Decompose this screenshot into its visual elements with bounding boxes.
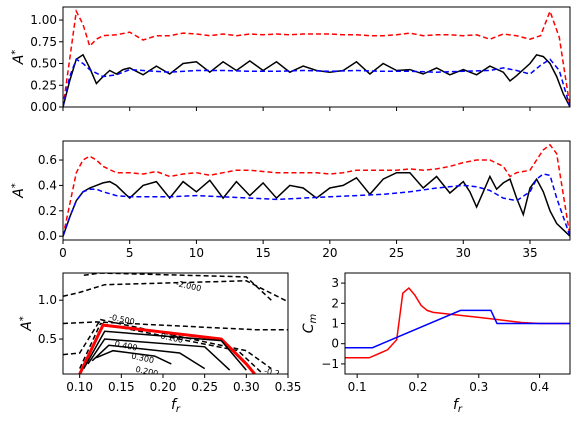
y-tick-label: 1 — [331, 317, 339, 331]
x-tick-label: 0.1 — [348, 380, 367, 394]
x-tick-label: 0.20 — [150, 380, 177, 394]
x-axis-label: fr — [171, 397, 181, 415]
x-tick-label: 0.4 — [530, 380, 549, 394]
series-line-2 — [63, 173, 570, 237]
series-line-0 — [63, 143, 570, 237]
series-line-0 — [345, 287, 570, 359]
x-tick-label: 20 — [322, 246, 337, 260]
x-tick-label: 25 — [389, 246, 404, 260]
series-line-1 — [63, 53, 570, 107]
x-tick-label: 0.35 — [275, 380, 302, 394]
contour-line-0 — [83, 273, 272, 301]
top-panel: 0.00 0.25 0.50 0.75 1.00 A* — [10, 6, 571, 114]
x-axis-label: fr — [453, 397, 463, 415]
y-tick-label: −1 — [321, 357, 339, 371]
contour-line-3 — [63, 318, 272, 370]
x-tick-label: 0.25 — [191, 380, 218, 394]
contour-label: -0.500 — [108, 312, 135, 326]
contour-label: 0.300 — [131, 352, 155, 366]
x-tick-label: 5 — [126, 246, 134, 260]
x-tick-label: 0 — [59, 246, 67, 260]
contour-label: 0.200 — [135, 365, 159, 379]
y-tick-label: 0.5 — [38, 332, 57, 346]
y-tick-label: 1.0 — [38, 293, 57, 307]
axes-frame — [62, 140, 571, 241]
y-tick-label: 3 — [331, 276, 339, 290]
y-tick-label: 0.25 — [30, 78, 57, 92]
y-tick-label: 1.00 — [30, 13, 57, 27]
y-tick-label: 0.2 — [38, 204, 57, 218]
contour-line-9 — [96, 349, 172, 365]
x-tick-label: 30 — [456, 246, 471, 260]
x-tick-label: 0.15 — [108, 380, 135, 394]
series-line-1 — [63, 171, 570, 237]
y-axis-label: A* — [10, 50, 27, 66]
middle-panel: 0 5 10 15 20 25 30 35 0.0 0.2 0.4 0.6 A* — [10, 140, 571, 260]
y-tick-label: 0.50 — [30, 57, 57, 71]
series-line-2 — [63, 58, 570, 107]
y-tick-label: 0.6 — [38, 153, 57, 167]
x-tick-label: 15 — [255, 246, 270, 260]
plot-area — [345, 287, 570, 359]
x-tick-label: 0.2 — [408, 380, 427, 394]
x-tick-label: 0.3 — [469, 380, 488, 394]
y-axis-label: A* — [18, 316, 35, 332]
y-tick-label: 0.00 — [30, 100, 57, 114]
x-tick-label: 0.10 — [66, 380, 93, 394]
series-line-0 — [63, 8, 570, 107]
y-tick-label: 0.0 — [38, 229, 57, 243]
x-tick-label: 0.30 — [233, 380, 260, 394]
contour-line-6 — [83, 330, 247, 371]
contour-label: -2.000 — [175, 279, 202, 293]
axes-frame — [62, 6, 571, 108]
contour-line-5 — [78, 323, 256, 374]
contour-line-4 — [79, 322, 264, 374]
contour-label: -0.2 — [263, 366, 280, 378]
plot-area — [63, 143, 570, 237]
y-axis-label: A* — [10, 183, 27, 199]
y-tick-label: 2 — [331, 296, 339, 310]
contour-line-2 — [63, 321, 288, 331]
plot-area — [63, 8, 570, 107]
y-tick-label: 0 — [331, 337, 339, 351]
y-tick-label: 0.4 — [38, 178, 57, 192]
series-line-1 — [345, 309, 570, 349]
x-tick-label: 10 — [189, 246, 204, 260]
axes-frame — [62, 272, 289, 375]
y-axis-label: Cm — [301, 313, 319, 333]
contour-line-8 — [91, 344, 206, 370]
contour-line-7 — [87, 338, 231, 371]
bottom-right-panel: 0.1 0.2 0.3 0.4 −1 0 1 2 3 Cm fr — [301, 272, 571, 415]
contour-line-1 — [63, 280, 288, 303]
y-tick-label: 0.75 — [30, 35, 57, 49]
x-tick-label: 35 — [522, 246, 537, 260]
